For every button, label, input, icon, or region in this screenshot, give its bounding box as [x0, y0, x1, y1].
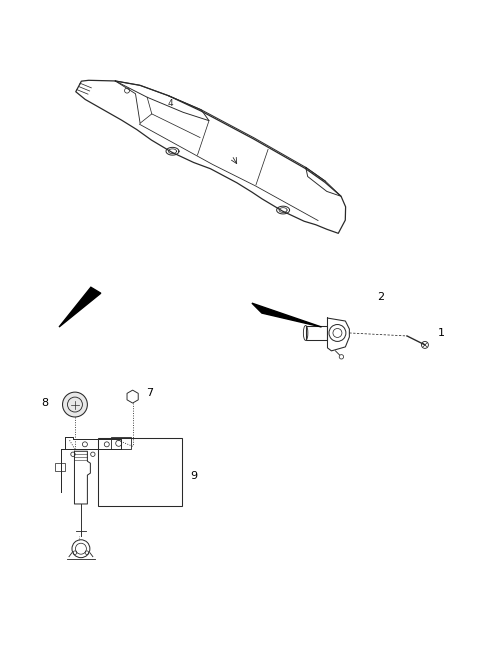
Text: 9: 9 — [190, 470, 197, 481]
Bar — [55, 463, 65, 471]
Circle shape — [62, 392, 87, 417]
Polygon shape — [252, 303, 322, 327]
Bar — [111, 438, 131, 449]
Bar — [306, 326, 327, 341]
Text: 2: 2 — [378, 292, 385, 302]
Bar — [98, 438, 182, 506]
Text: 7: 7 — [146, 388, 154, 398]
Text: 4: 4 — [168, 99, 174, 108]
Text: 8: 8 — [42, 398, 48, 407]
Polygon shape — [127, 390, 138, 403]
Polygon shape — [59, 288, 101, 327]
Text: 1: 1 — [437, 328, 444, 338]
